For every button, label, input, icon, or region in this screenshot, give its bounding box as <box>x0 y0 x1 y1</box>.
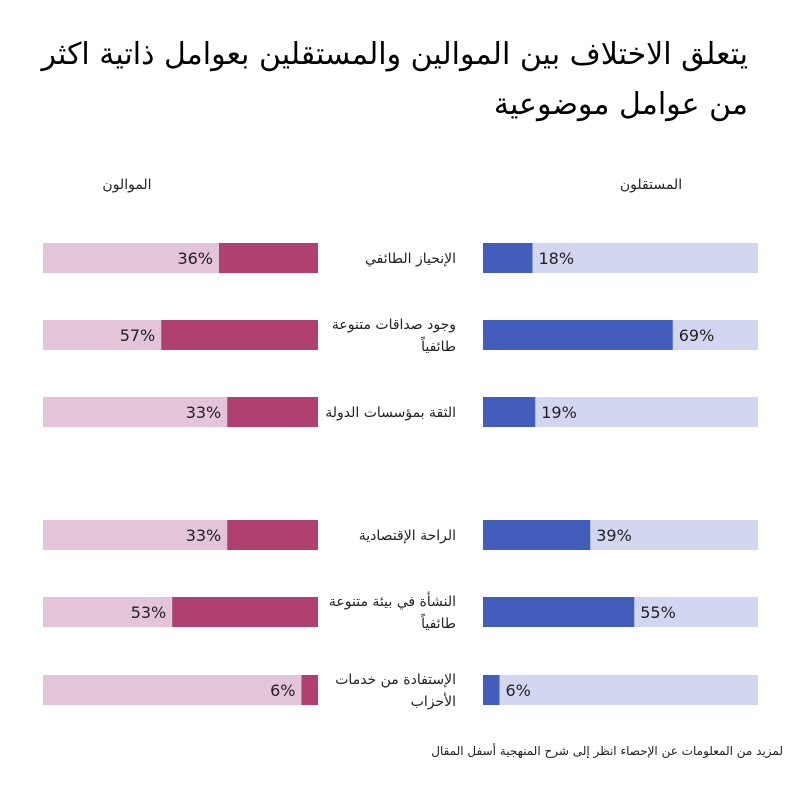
bar-track-loyalists <box>43 675 318 705</box>
bar-independents <box>483 675 500 705</box>
chart-title: يتعلق الاختلاف بين الموالين والمستقلين ب… <box>41 37 748 122</box>
category-label: طائفياً <box>421 336 456 355</box>
category-label: طائفياً <box>421 613 456 632</box>
category-label: الإستفادة من خدمات <box>335 672 456 688</box>
chart-rows: 36% 18% الإنحياز الطائفي 57% 69% وجود صداقات … <box>43 243 758 710</box>
bar-loyalists <box>227 397 318 427</box>
value-label-independents: 69% <box>679 326 715 345</box>
category-label: الأحزاب <box>411 692 456 710</box>
value-label-independents: 6% <box>506 681 531 700</box>
bar-track-independents <box>483 675 758 705</box>
value-label-loyalists: 33% <box>186 403 222 422</box>
value-label-loyalists: 33% <box>186 526 222 545</box>
bar-independents <box>483 520 591 550</box>
category-label: وجود صداقات متنوعة <box>332 317 456 333</box>
bar-independents <box>483 597 635 627</box>
bar-independents <box>483 320 673 350</box>
bar-loyalists <box>172 597 318 627</box>
category-label: النشأة في بيئة متنوعة <box>329 591 456 610</box>
bar-independents <box>483 243 533 273</box>
legend-loyalists: الموالون <box>102 177 151 193</box>
bar-loyalists <box>161 320 318 350</box>
bar-loyalists <box>301 675 318 705</box>
category-label: الثقة بمؤسسات الدولة <box>325 405 456 421</box>
category-label: الراحة الإقتصادية <box>359 528 456 544</box>
value-label-independents: 18% <box>539 249 575 268</box>
value-label-loyalists: 6% <box>270 681 295 700</box>
chart-canvas: الموالون المستقلون 36% 18% الإنحياز الطائف… <box>43 177 758 710</box>
category-label: الإنحياز الطائفي <box>365 251 456 267</box>
bar-loyalists <box>219 243 318 273</box>
value-label-loyalists: 36% <box>177 249 213 268</box>
value-label-loyalists: 57% <box>120 326 156 345</box>
footnote: لمزيد من المعلومات عن الإحصاء انظر إلى ش… <box>431 744 783 758</box>
bar-independents <box>483 397 536 427</box>
value-label-independents: 39% <box>596 526 632 545</box>
bar-loyalists <box>227 520 318 550</box>
value-label-independents: 55% <box>640 603 676 622</box>
value-label-independents: 19% <box>541 403 577 422</box>
value-label-loyalists: 53% <box>131 603 167 622</box>
legend-independents: المستقلون <box>620 177 682 193</box>
